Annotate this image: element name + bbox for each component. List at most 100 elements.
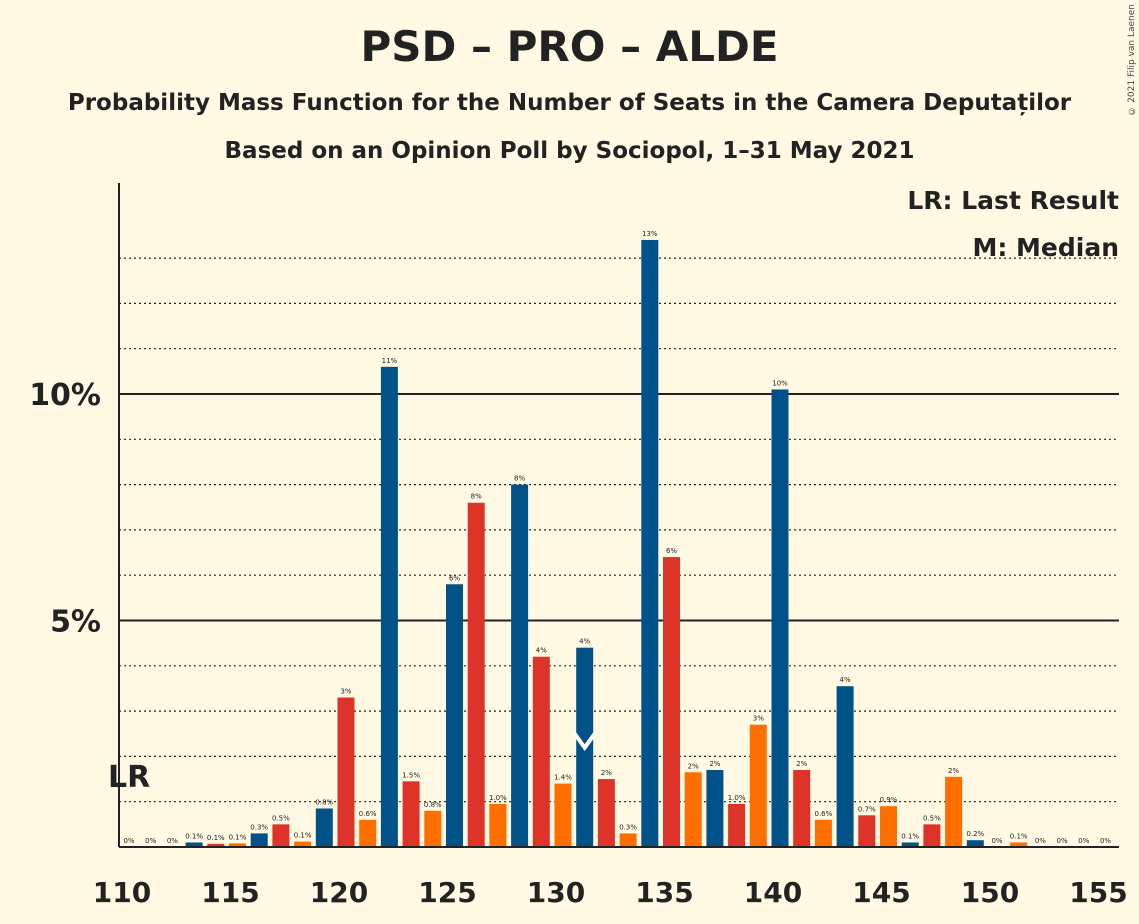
x-tick-label: 130 [527, 876, 585, 909]
bar-value-label: 1.5% [402, 771, 420, 779]
bar-value-label: 0% [1035, 837, 1046, 845]
bar-value-label: 0.8% [315, 798, 333, 806]
bar [966, 840, 984, 847]
last-result-marker: LR [108, 760, 150, 795]
bar-value-label: 0.1% [1010, 832, 1028, 840]
bar [467, 502, 485, 847]
bar-value-label: 0.1% [294, 832, 312, 840]
bar-value-label: 8% [471, 493, 482, 501]
bar-value-label: 0% [123, 837, 134, 845]
bar [424, 810, 442, 847]
bar [945, 776, 963, 847]
x-tick-label: 110 [93, 876, 151, 909]
bar [771, 389, 789, 847]
bar-value-label: 1.0% [728, 794, 746, 802]
bar [641, 239, 659, 848]
bar [749, 724, 767, 847]
bar [814, 819, 832, 847]
bar-value-label: 0.8% [424, 801, 442, 809]
bar [923, 824, 941, 847]
chart-title: PSD – PRO – ALDE [360, 22, 779, 71]
bar-value-label: 0.3% [619, 823, 637, 831]
bar-value-label: 4% [840, 676, 851, 684]
bar-value-label: 3% [753, 715, 764, 723]
bar [554, 783, 572, 847]
y-tick-label: 10% [29, 378, 101, 413]
bar [489, 803, 507, 847]
bar-value-label: 2% [796, 760, 807, 768]
bar [337, 697, 355, 847]
bar-value-label: 2% [948, 767, 959, 775]
bar [359, 819, 377, 847]
bar [250, 833, 268, 847]
bar [294, 841, 312, 847]
bar [880, 806, 897, 847]
bar [706, 769, 724, 847]
bar-value-label: 6% [449, 574, 460, 582]
bar-value-label: 0% [1100, 837, 1111, 845]
bar-value-label: 0.6% [359, 810, 377, 818]
chart-subtitle: Probability Mass Function for the Number… [67, 90, 1072, 116]
bar-value-label: 0.1% [229, 833, 247, 841]
bar-value-label: 2% [688, 762, 699, 770]
bar-value-label: 0% [991, 837, 1002, 845]
bar-value-label: 3% [340, 688, 351, 696]
bar-value-label: 0.1% [185, 832, 203, 840]
bar-value-label: 4% [536, 647, 547, 655]
bar [402, 781, 420, 847]
bar-value-label: 0.6% [815, 810, 833, 818]
bar [728, 803, 746, 847]
bar [684, 772, 702, 847]
bar-value-label: 0.3% [250, 823, 268, 831]
bar-value-label: 0.1% [901, 832, 919, 840]
bar [532, 656, 550, 847]
x-tick-label: 135 [635, 876, 693, 909]
x-tick-label: 115 [201, 876, 259, 909]
bar [858, 815, 876, 847]
chart-subtitle-source: Based on an Opinion Poll by Sociopol, 1–… [224, 138, 915, 164]
bar [1010, 842, 1028, 847]
bar-value-label: 2% [709, 760, 720, 768]
bar [901, 842, 919, 847]
bar-value-label: 0.7% [858, 805, 876, 813]
y-tick-label: 5% [50, 605, 101, 640]
x-tick-label: 145 [852, 876, 910, 909]
bar-value-label: 0% [167, 837, 178, 845]
bar-value-label: 0.5% [923, 814, 941, 822]
bar-value-label: 0% [1078, 837, 1089, 845]
median-marker [573, 732, 597, 752]
bar-value-label: 0.5% [272, 814, 290, 822]
bar [619, 833, 637, 847]
x-tick-label: 150 [961, 876, 1019, 909]
bar-value-label: 11% [382, 357, 398, 365]
bar [511, 484, 529, 847]
bar [663, 557, 680, 847]
bar [185, 842, 203, 847]
bar-value-label: 8% [514, 475, 525, 483]
bar [597, 779, 615, 847]
x-tick-label: 125 [418, 876, 476, 909]
bar-value-label: 13% [642, 230, 658, 238]
bar [836, 686, 854, 847]
bar-value-label: 0.1% [207, 834, 225, 842]
bar-value-label: 0.2% [966, 830, 984, 838]
legend-last-result: LR: Last Result [907, 186, 1119, 215]
bar-value-label: 0.9% [880, 796, 898, 804]
bar-value-label: 0% [145, 837, 156, 845]
x-tick-label: 120 [310, 876, 368, 909]
bar [446, 584, 463, 847]
bar [793, 769, 811, 847]
bar-value-label: 4% [579, 638, 590, 646]
bar-value-label: 10% [772, 379, 788, 387]
bar [380, 366, 398, 847]
bar-value-label: 6% [666, 547, 677, 555]
bar-value-label: 2% [601, 769, 612, 777]
bar-value-label: 1.0% [489, 794, 507, 802]
bar-value-label: 0% [1057, 837, 1068, 845]
bar [272, 824, 290, 847]
bar-value-label: 1.4% [554, 774, 572, 782]
x-tick-label: 140 [744, 876, 802, 909]
bar [207, 843, 225, 847]
legend-median: M: Median [972, 233, 1119, 262]
